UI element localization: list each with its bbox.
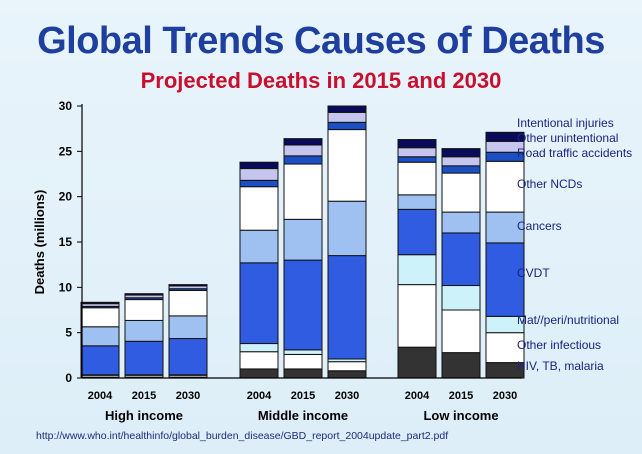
bar-segment <box>239 168 279 181</box>
bar-segment <box>283 218 323 261</box>
y-tick-label: 5 <box>65 326 72 340</box>
source-link[interactable]: http://www.who.int/healthinfo/global_bur… <box>36 430 449 442</box>
bar-segment <box>283 349 323 355</box>
page-title: Global Trends Causes of Deaths <box>37 20 605 62</box>
bar-segment <box>327 105 367 113</box>
group-label: Middle income <box>258 408 348 423</box>
x-tick-label: 2030 <box>176 390 200 402</box>
bar-segment <box>327 121 367 131</box>
bar-segment <box>397 139 437 149</box>
y-tick-label: 25 <box>59 144 73 158</box>
page-subtitle: Projected Deaths in 2015 and 2030 <box>140 68 502 93</box>
bar-segment <box>239 368 279 379</box>
group-label: Low income <box>423 408 498 423</box>
y-tick-label: 10 <box>59 280 73 294</box>
bar-segment <box>327 129 367 202</box>
legend-label: Other NCDs <box>517 177 582 191</box>
bar-segment <box>485 131 525 142</box>
bar-segment <box>485 332 525 364</box>
bar-segment <box>283 353 323 370</box>
x-tick-label: 2015 <box>449 390 473 402</box>
bar-segment <box>485 211 525 244</box>
bar-segment <box>441 165 481 174</box>
bar-segment <box>239 229 279 264</box>
bar-segment <box>80 301 120 305</box>
y-axis-title: Deaths (millions) <box>32 190 47 295</box>
bar-segment <box>283 163 323 220</box>
legend-label: Other unintentional <box>517 131 618 145</box>
bar-segment <box>485 160 525 213</box>
bar-segment <box>327 200 367 257</box>
x-tick-label: 2004 <box>405 390 430 402</box>
x-tick-label: 2004 <box>247 390 272 402</box>
bar-segment <box>168 284 208 287</box>
bar-segment <box>441 172 481 213</box>
legend-label: Intentional injuries <box>517 116 614 130</box>
y-tick-label: 20 <box>59 190 73 204</box>
bar-segment <box>441 352 481 379</box>
legend-label: CVDT <box>517 266 550 280</box>
bar-segment <box>239 186 279 231</box>
bar-segment <box>327 361 367 372</box>
bar-segment <box>397 161 437 196</box>
bar-segment <box>239 179 279 188</box>
y-tick-label: 15 <box>59 235 73 249</box>
x-tick-label: 2030 <box>493 390 517 402</box>
bar-segment <box>283 259 323 351</box>
legend-label: Road traffic accidents <box>517 146 632 160</box>
y-tick-label: 0 <box>65 371 72 385</box>
legend-label: Other infectious <box>517 338 601 352</box>
y-tick-label: 30 <box>59 99 73 113</box>
bar-segment <box>397 147 437 158</box>
bar-segment <box>239 262 279 345</box>
bar-segment <box>124 340 164 376</box>
bar-segment <box>283 155 323 165</box>
bar-segment <box>80 326 120 347</box>
bar-segment <box>80 307 120 328</box>
bar-segment <box>283 144 323 157</box>
x-tick-label: 2004 <box>88 390 113 402</box>
group-label: High income <box>105 408 183 423</box>
bar-segment <box>397 208 437 256</box>
bar-segment <box>441 285 481 311</box>
bar-segment <box>441 232 481 287</box>
bar-segment <box>283 368 323 379</box>
bar-segment <box>397 194 437 210</box>
bar-segment <box>124 299 164 321</box>
bar-segment <box>239 351 279 370</box>
bar-segment <box>124 319 164 342</box>
bar-segment <box>168 338 208 376</box>
bar-segment <box>168 290 208 317</box>
bar-segment <box>124 293 164 296</box>
bar-segment <box>397 254 437 286</box>
bar-segment <box>441 211 481 234</box>
bar-segment <box>327 255 367 360</box>
x-tick-label: 2030 <box>335 390 359 402</box>
x-tick-label: 2015 <box>132 390 156 402</box>
x-tick-label: 2015 <box>291 390 315 402</box>
legend-label: Cancers <box>517 219 562 233</box>
legend-label: Mat//peri/nutritional <box>517 313 619 327</box>
bar-segment <box>327 111 367 123</box>
bar-segment <box>239 343 279 353</box>
bar-segment <box>168 315 208 340</box>
bar-segment <box>441 148 481 158</box>
bar-segment <box>80 345 120 376</box>
bar-segment <box>397 346 437 379</box>
bar-segment <box>283 138 323 146</box>
bar-segment <box>397 156 437 163</box>
bar-segment <box>327 370 367 379</box>
bar-segment <box>441 309 481 354</box>
bar-segment <box>239 161 279 170</box>
bar-segment <box>441 156 481 167</box>
bar-segment <box>397 284 437 348</box>
legend-label: HIV, TB, malaria <box>517 359 604 373</box>
